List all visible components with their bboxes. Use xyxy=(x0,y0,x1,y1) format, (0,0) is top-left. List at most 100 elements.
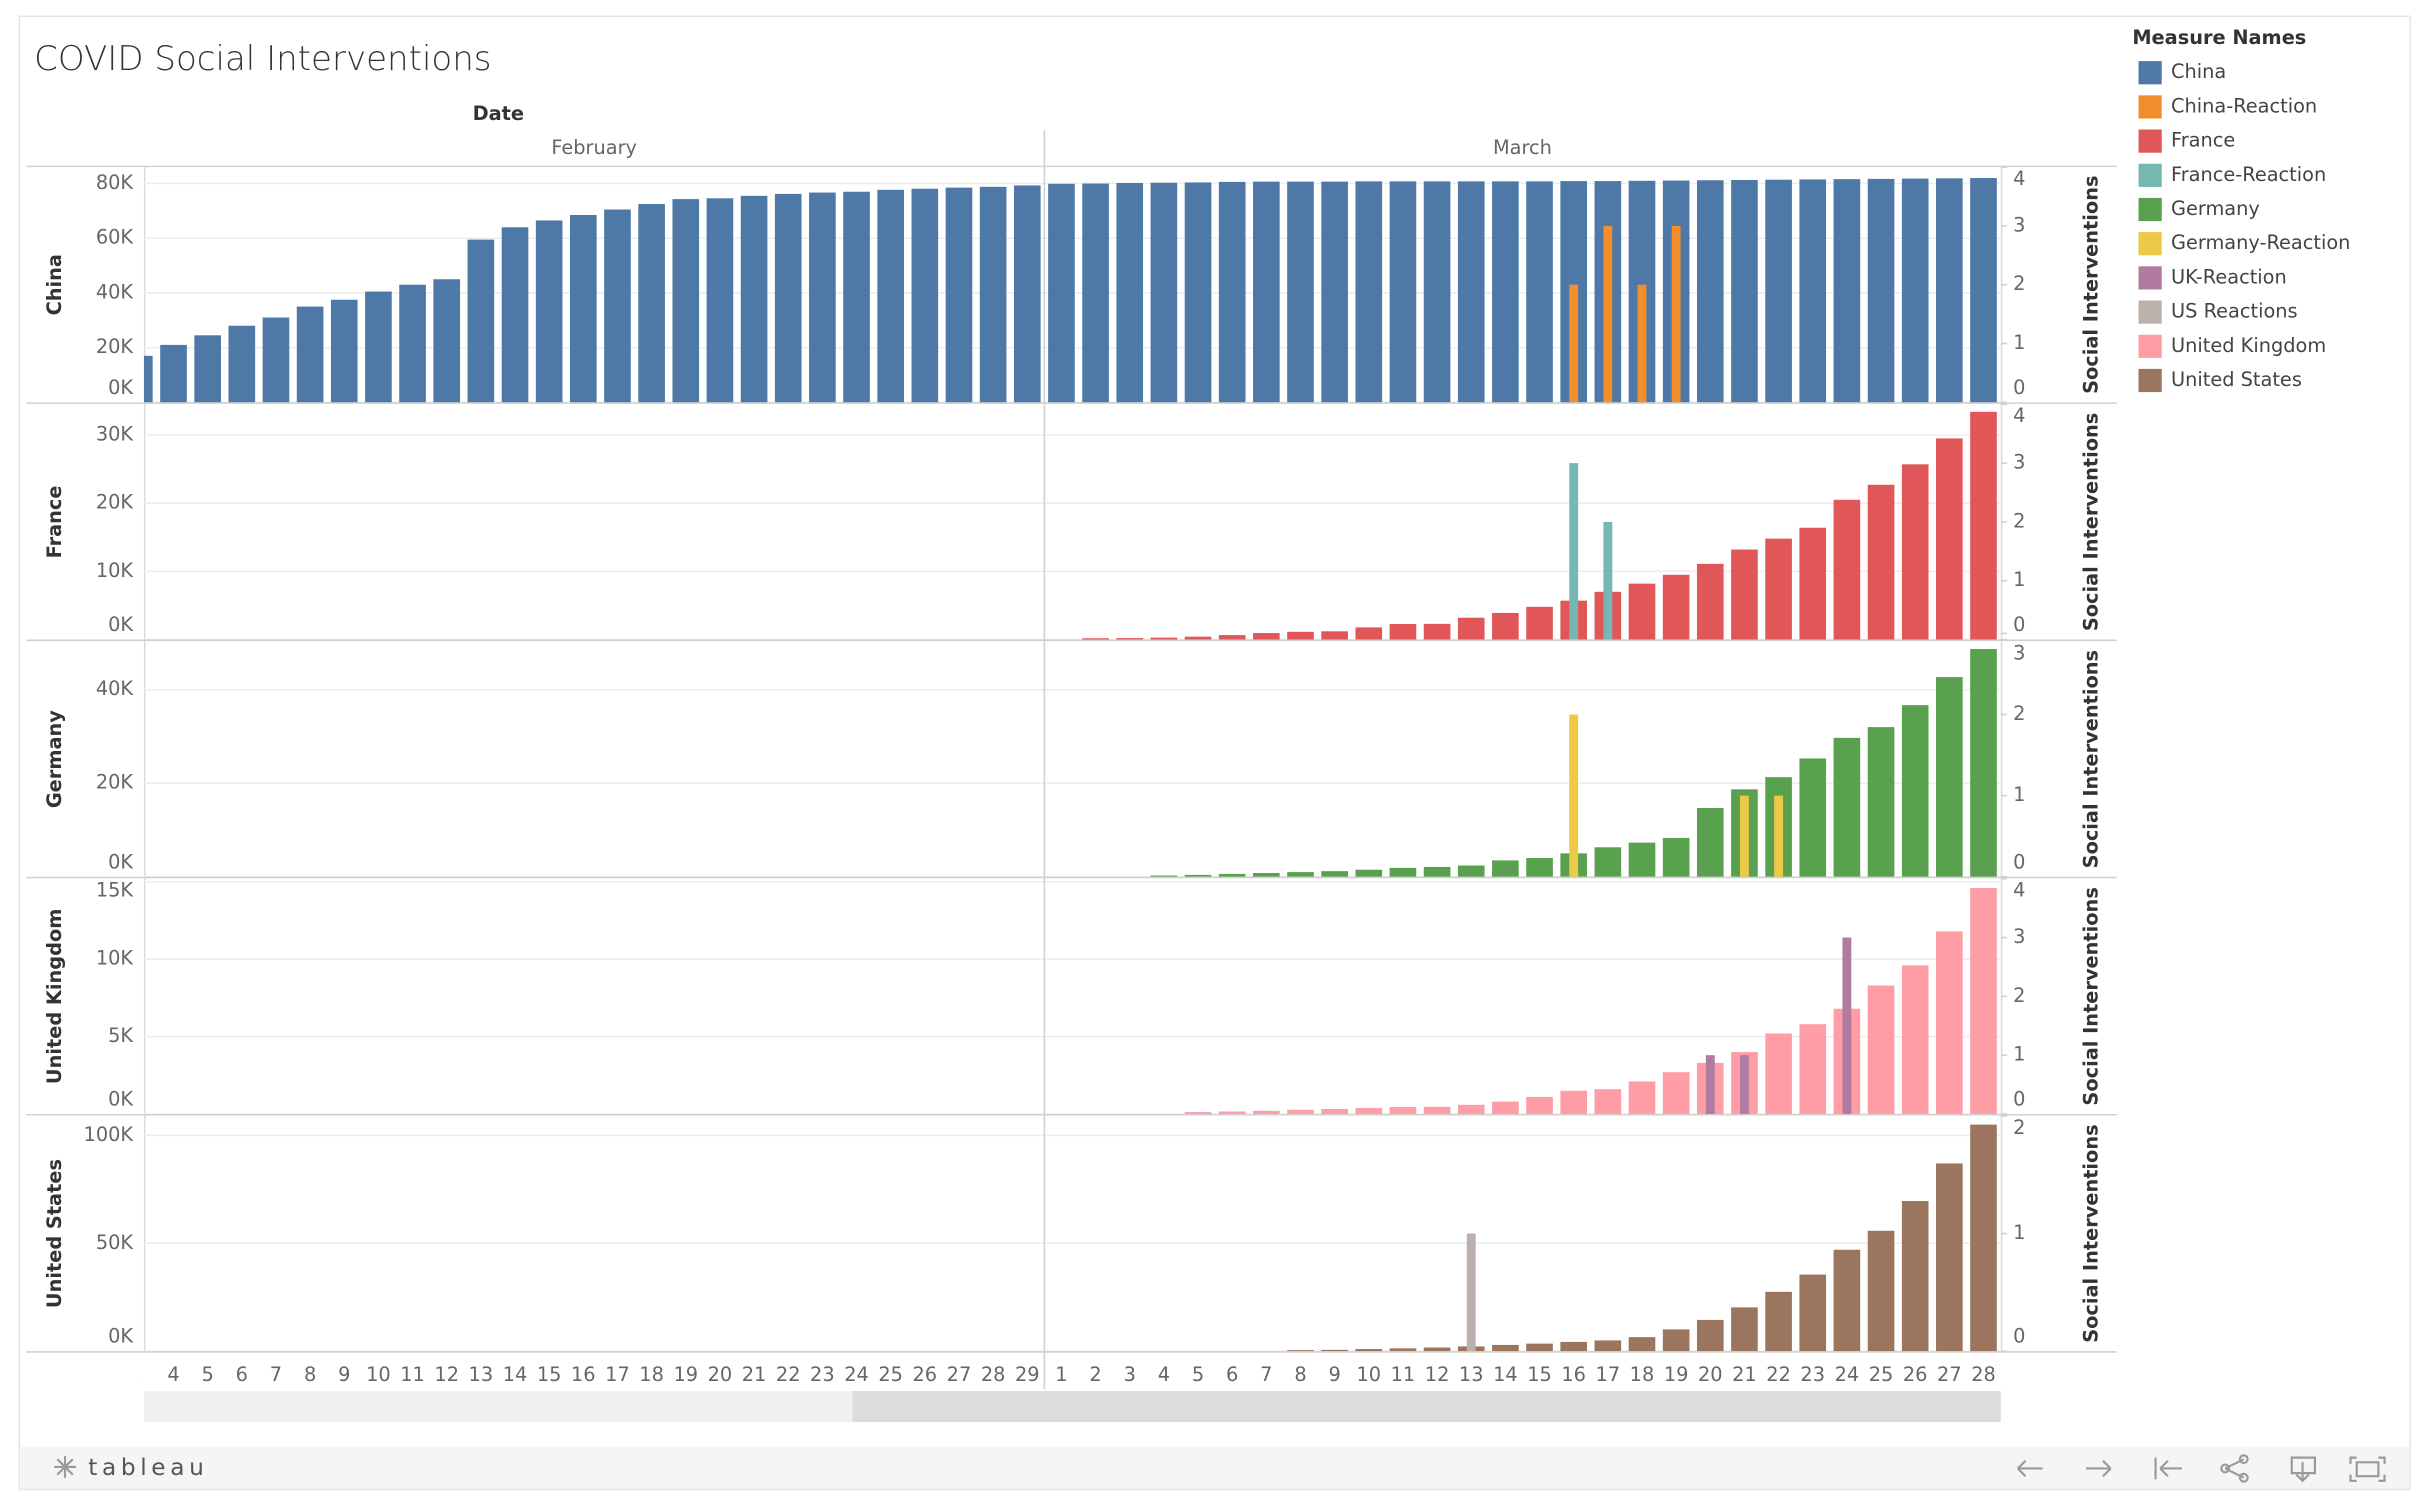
legend-label: US Reactions xyxy=(2171,300,2298,323)
bar xyxy=(1731,549,1758,640)
x-tick-label: 14 xyxy=(503,1363,528,1386)
y2-tick-label: 2 xyxy=(2013,984,2025,1007)
bar xyxy=(1150,875,1178,877)
bar xyxy=(1765,538,1792,640)
bar xyxy=(228,325,256,403)
y-tick-label: 0K xyxy=(108,613,134,636)
bar xyxy=(1560,1341,1588,1352)
bar xyxy=(1253,181,1280,403)
bar xyxy=(1492,860,1519,877)
y2-tick-label: 1 xyxy=(2013,1043,2025,1066)
bar xyxy=(1355,181,1383,403)
download-button[interactable] xyxy=(2290,1456,2317,1483)
bar xyxy=(672,199,700,403)
bar xyxy=(945,187,973,403)
bar xyxy=(1867,727,1895,877)
x-tick-label: 27 xyxy=(947,1363,972,1386)
legend-swatch xyxy=(2138,266,2162,290)
y2-axis-title: Social Interventions xyxy=(2080,176,2103,394)
bar xyxy=(1321,871,1348,877)
bar xyxy=(1492,181,1519,403)
legend-label: United Kingdom xyxy=(2171,334,2326,357)
y2-tick-label: 2 xyxy=(2013,1116,2025,1139)
y-tick-label: 0K xyxy=(108,1088,134,1111)
reaction-bar xyxy=(1569,284,1579,403)
bar xyxy=(1628,1337,1656,1352)
y2-tick-label: 1 xyxy=(2013,783,2025,806)
bar xyxy=(1731,1307,1758,1352)
reaction-bar xyxy=(1466,1233,1476,1352)
bar xyxy=(1799,179,1827,403)
legend-swatch xyxy=(2138,61,2162,85)
bar xyxy=(1867,985,1895,1114)
reaction-bar xyxy=(1603,521,1613,640)
x-tick-label: 28 xyxy=(981,1363,1006,1386)
y2-axis-title: Social Interventions xyxy=(2080,887,2103,1105)
bar xyxy=(1662,1072,1690,1114)
bar xyxy=(1389,623,1417,640)
x-tick-label: 7 xyxy=(270,1363,282,1386)
bar xyxy=(1389,181,1417,403)
y-tick-label: 20K xyxy=(96,335,135,358)
reaction-bar xyxy=(1842,937,1852,1114)
bar xyxy=(604,209,631,403)
bar xyxy=(1218,1111,1246,1114)
bar xyxy=(1936,1163,1963,1352)
x-tick-label: 25 xyxy=(878,1363,903,1386)
bar xyxy=(979,186,1007,403)
x-tick-label: 20 xyxy=(708,1363,733,1386)
bar xyxy=(1526,181,1553,403)
bar xyxy=(1287,1350,1314,1352)
reaction-bar xyxy=(1603,225,1613,403)
legend-swatch xyxy=(2138,300,2162,324)
bar xyxy=(1423,866,1451,877)
bar xyxy=(1492,1344,1519,1352)
bar xyxy=(1287,1109,1314,1114)
bar xyxy=(1799,1274,1827,1352)
bar xyxy=(570,214,597,403)
reaction-bar xyxy=(1569,714,1579,877)
redo-button[interactable] xyxy=(2085,1459,2112,1477)
x-tick-label: 27 xyxy=(1937,1363,1962,1386)
legend-swatch xyxy=(2138,95,2162,119)
bar xyxy=(1833,1249,1861,1352)
bar xyxy=(296,306,324,403)
bar xyxy=(1321,1109,1348,1114)
y-tick-label: 15K xyxy=(96,879,135,902)
bar xyxy=(194,335,221,403)
reaction-bar xyxy=(1774,795,1784,877)
x-tick-label: 28 xyxy=(1971,1363,1996,1386)
y-tick-label: 0K xyxy=(108,1325,134,1348)
bar xyxy=(1628,842,1656,877)
bar xyxy=(1457,181,1485,403)
bar xyxy=(399,284,426,403)
revert-button[interactable] xyxy=(2154,1457,2182,1480)
y2-tick-label: 2 xyxy=(2013,702,2025,725)
scrollbar-thumb[interactable] xyxy=(852,1391,2001,1423)
bar xyxy=(843,191,870,403)
legend-label: China-Reaction xyxy=(2171,94,2317,117)
x-axis: 3456789101112131415161718192021222324252… xyxy=(144,1363,1996,1386)
bar xyxy=(160,344,187,403)
legend-swatch xyxy=(2138,232,2162,256)
fullscreen-button[interactable] xyxy=(2349,1456,2386,1482)
x-tick-label: 25 xyxy=(1869,1363,1894,1386)
bar xyxy=(1526,858,1553,877)
bar xyxy=(1662,1329,1690,1352)
y-tick-label: 0K xyxy=(108,850,134,873)
bar xyxy=(1218,873,1246,877)
x-tick-label: 13 xyxy=(1459,1363,1484,1386)
bar xyxy=(1765,1291,1792,1352)
bar xyxy=(1526,1096,1553,1114)
x-tick-label: 2 xyxy=(1089,1363,1101,1386)
bar xyxy=(1765,179,1792,403)
undo-button[interactable] xyxy=(2017,1459,2043,1477)
bar xyxy=(1901,1200,1929,1352)
bar xyxy=(1082,638,1109,640)
logo-text: tableau xyxy=(88,1454,208,1481)
bar xyxy=(1936,438,1963,640)
y-axis-title: Germany xyxy=(43,710,66,808)
y-axis-title: France xyxy=(43,485,66,558)
y2-tick-label: 1 xyxy=(2013,568,2025,591)
